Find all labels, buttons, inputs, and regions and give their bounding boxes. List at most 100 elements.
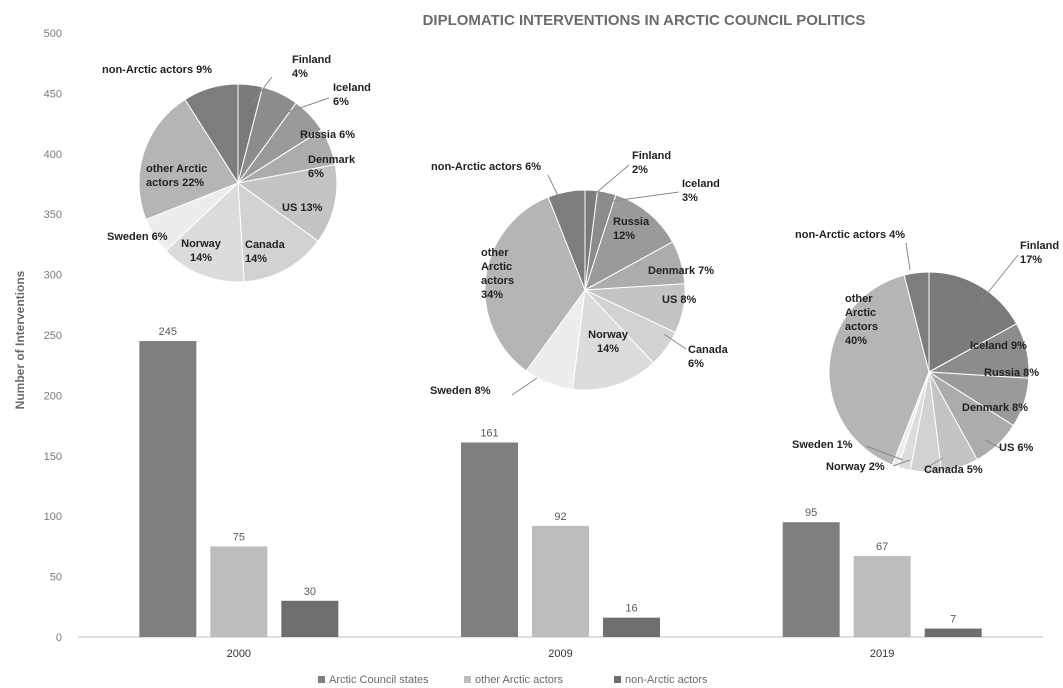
legend-swatch	[318, 676, 325, 683]
pie-slice-other-arctic-actors	[138, 98, 239, 221]
pie-leader-line	[287, 97, 330, 113]
bar-value-label: 30	[304, 586, 316, 598]
y-tick-label: 300	[44, 270, 62, 282]
y-tick-label: 350	[44, 209, 62, 221]
pie-2009: Finland 2% Iceland 3% Russia 12% Denmark 7% US …	[430, 150, 729, 397]
legend-swatch	[464, 676, 471, 683]
pie-slice-label: Sweden 1%	[792, 439, 853, 451]
pie-leader-line	[865, 445, 904, 461]
pie-slice-canada	[237, 181, 319, 283]
pie-slice-us	[236, 163, 338, 242]
pie-leader-line	[981, 254, 1019, 301]
pie-slice-label: Denmark 7%	[648, 265, 714, 277]
axis-layer: 0 50 100 150 200 250 300 350 400 450 500 2000 2009 20…	[44, 28, 1043, 660]
bar-2009-non-arctic-actors	[603, 617, 660, 637]
pie-leader-line	[925, 457, 944, 469]
bar-value-label: 75	[233, 531, 245, 543]
pie-slice-non-arctic-actors	[184, 83, 239, 185]
bar-2000-other-arctic-actors	[210, 546, 268, 637]
pie-slice-label: Russia 8%	[984, 367, 1039, 379]
pie-slice-label: Norway 2%	[826, 461, 885, 473]
legend: Arctic Council states other Arctic actors…	[318, 674, 708, 686]
bar-value-label: 67	[876, 541, 888, 553]
pie-slice-label: Norway 14%	[588, 329, 629, 355]
bar-2009-other-arctic-actors	[532, 525, 589, 637]
bar-value-label: 16	[625, 603, 637, 615]
pie-leader-line	[984, 439, 1001, 449]
pie-slice-russia	[584, 194, 674, 292]
y-tick-label: 250	[44, 330, 62, 342]
legend-label: Arctic Council states	[329, 674, 429, 686]
pie-slice-label: Canada 14%	[245, 239, 286, 265]
bar-value-label: 245	[159, 326, 177, 338]
legend-label: non-Arctic actors	[625, 674, 708, 686]
y-tick-label: 50	[50, 572, 62, 584]
pie-slice-label: other Arctic actors 34%	[481, 247, 514, 301]
pie-slice-label: Sweden 8%	[430, 385, 491, 397]
bar-value-label: 7	[950, 614, 956, 626]
bar-2019-other-arctic-actors	[853, 556, 911, 637]
pie-slice-label: Russia 6%	[300, 129, 355, 141]
pie-slice-label: Iceland 6%	[333, 82, 371, 108]
pie-leader-line	[547, 174, 561, 201]
pie-slice-label: Denmark 6%	[308, 154, 356, 180]
pie-slice-label: non-Arctic actors 4%	[795, 229, 905, 241]
pie-slice-other-arctic-actors	[484, 196, 586, 372]
pie-slice-label: Iceland 9%	[970, 340, 1027, 352]
bar-2000-arctic-council-states	[139, 341, 197, 637]
pie-slice-label: Sweden 6%	[107, 231, 168, 243]
pie-leader-line	[511, 377, 538, 396]
pie-slice-label: non-Arctic actors 6%	[431, 161, 541, 173]
pie-slice-other-arctic-actors	[828, 274, 930, 466]
pie-slice-non-arctic-actors	[547, 189, 586, 291]
pie-slice-norway	[165, 181, 245, 283]
pie-layer: Finland 4%Iceland 6% Russia 6% Denmark 6% US 1…	[102, 54, 1059, 476]
pie-slice-label: Finland 17%	[1020, 240, 1059, 266]
pie-slice-label: other Arctic actors 40%	[845, 293, 878, 347]
bar-value-label: 95	[805, 507, 817, 519]
y-tick-label: 200	[44, 390, 62, 402]
x-tick-label: 2019	[870, 648, 894, 660]
pie-slice-finland	[928, 271, 1018, 373]
bar-2019-non-arctic-actors	[924, 628, 982, 637]
pie-2019: Finland 17% Iceland 9% Russia 8% Denmark 8% U…	[792, 229, 1059, 476]
y-tick-label: 400	[44, 149, 62, 161]
pie-leader-line	[905, 242, 911, 271]
chart-title: DIPLOMATIC INTERVENTIONS IN ARCTIC COUNC…	[423, 12, 866, 29]
pie-leader-line	[892, 459, 911, 467]
x-tick-label: 2009	[548, 648, 572, 660]
pie-slice-label: US 13%	[282, 202, 323, 214]
pie-slice-label: Russia 12%	[613, 216, 650, 242]
pie-slice-label: non-Arctic actors 9%	[102, 64, 212, 76]
pie-slice-norway	[571, 288, 655, 391]
legend-label: other Arctic actors	[475, 674, 564, 686]
pie-leader-line	[663, 333, 687, 350]
pie-slice-label: Canada 5%	[924, 464, 983, 476]
y-axis-label: Number of Interventions	[13, 270, 27, 409]
y-tick-label: 450	[44, 88, 62, 100]
y-tick-label: 0	[56, 632, 62, 644]
y-tick-label: 500	[44, 28, 62, 40]
pie-slice-label: Finland 4%	[292, 54, 331, 80]
pie-slice-label: Finland 2%	[632, 150, 671, 176]
bar-2019-arctic-council-states	[782, 522, 840, 637]
bar-2009-arctic-council-states	[461, 442, 518, 637]
pie-2000: Finland 4%Iceland 6% Russia 6% Denmark 6% US 1…	[102, 54, 371, 283]
y-tick-label: 100	[44, 511, 62, 523]
bar-layer: 245 75 30 161 92 16 95 67 7	[139, 326, 982, 637]
pie-slice-label: other Arctic actors 22%	[146, 163, 207, 189]
bar-value-label: 161	[480, 428, 498, 440]
pie-slice-label: US 8%	[662, 294, 696, 306]
pie-slice-label: Denmark 8%	[962, 402, 1028, 414]
legend-swatch	[614, 676, 621, 683]
pie-leader-line	[589, 164, 630, 199]
pie-slice-label: Norway 14%	[181, 238, 222, 264]
pie-slice-label: Iceland 3%	[682, 178, 720, 204]
x-tick-label: 2000	[227, 648, 251, 660]
bar-value-label: 92	[554, 511, 566, 523]
pie-slice-label: US 6%	[999, 442, 1033, 454]
pie-leader-line	[251, 76, 273, 104]
bar-2000-non-arctic-actors	[281, 600, 339, 637]
pie-slice-non-arctic-actors	[903, 271, 930, 373]
